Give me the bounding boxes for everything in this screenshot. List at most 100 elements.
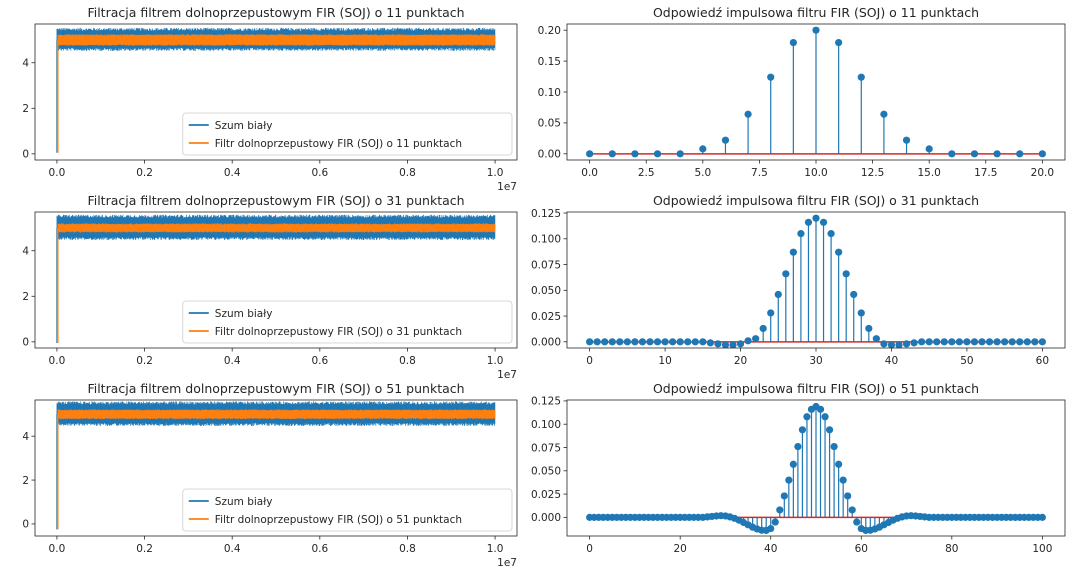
stem-marker	[902, 136, 911, 144]
x-tick-label: 0.6	[311, 543, 328, 555]
stem-marker	[842, 270, 850, 278]
x-tick-label: 50	[960, 355, 973, 367]
stem-marker	[880, 340, 888, 348]
stem-marker	[825, 426, 834, 434]
plot-area	[56, 214, 496, 343]
legend-label: Filtr dolnoprzepustowy FIR (SOJ) o 51 pu…	[215, 514, 462, 526]
stem-marker	[699, 145, 707, 153]
stem-marker	[835, 460, 843, 468]
chart-title: Odpowiedź impulsowa filtru FIR (SOJ) o 5…	[653, 381, 979, 396]
stem-marker	[608, 338, 616, 346]
stem-marker	[848, 506, 856, 514]
stem-marker	[593, 338, 601, 346]
x-tick-label: 0.0	[49, 167, 66, 179]
stem-marker	[933, 338, 941, 346]
stem-marker	[804, 218, 813, 226]
stem-marker	[752, 335, 760, 343]
y-tick-label: 0.15	[538, 56, 561, 68]
stem-marker	[819, 218, 828, 226]
stem-marker	[803, 413, 811, 421]
x-tick-label: 0	[586, 543, 593, 555]
x-tick-label: 0.0	[581, 167, 598, 179]
x-tick-label: 7.5	[751, 167, 768, 179]
x-tick-label: 0.6	[311, 355, 328, 367]
stem-marker	[1023, 338, 1031, 346]
x-tick-label: 30	[809, 355, 822, 367]
stem-marker	[1038, 150, 1046, 158]
axes-frame	[34, 211, 518, 349]
stem-marker	[970, 150, 979, 158]
y-tick-label: 0.20	[538, 25, 561, 37]
stem-marker	[774, 290, 782, 299]
stem-marker	[653, 150, 662, 158]
x-tick-label: 0.4	[224, 355, 241, 367]
chart-4: Odpowiedź impulsowa filtru FIR (SOJ) o 3…	[531, 193, 1066, 367]
x-tick-label: 1.0	[487, 355, 504, 367]
stem-marker	[1016, 338, 1024, 346]
stem-marker	[970, 338, 979, 346]
y-tick-label: 0.125	[531, 396, 561, 408]
y-tick-label: 0.075	[531, 259, 561, 271]
y-tick-label: 0.025	[531, 489, 561, 501]
stem-marker	[638, 338, 647, 346]
stem-marker	[1031, 338, 1039, 346]
y-tick-label: 0.125	[531, 208, 561, 220]
stem-marker	[586, 150, 594, 158]
stem-marker	[789, 38, 797, 47]
y-tick-label: 2	[22, 475, 29, 487]
stem-marker	[759, 324, 767, 333]
stem-marker	[850, 290, 858, 299]
legend: Szum biały Filtr dolnoprzepustowy FIR (SO…	[182, 300, 513, 344]
stem-marker	[993, 150, 1001, 158]
x-tick-label: 0.0	[49, 355, 66, 367]
plot-area	[586, 402, 1046, 535]
stem-marker	[767, 524, 775, 533]
chart-6: Odpowiedź impulsowa filtru FIR (SOJ) o 5…	[531, 381, 1066, 555]
stem-marker	[1008, 338, 1016, 346]
y-tick-label: 0.100	[531, 234, 561, 246]
stem-marker	[1038, 513, 1046, 521]
stem-marker	[782, 270, 790, 278]
legend-frame	[182, 112, 513, 156]
chart-3: Filtracja filtrem dolnoprzepustowym FIR …	[22, 193, 518, 381]
x-tick-label: 17.5	[974, 167, 997, 179]
stem-marker	[721, 341, 730, 348]
stem-marker	[646, 338, 654, 346]
x-tick-label: 1.0	[487, 167, 504, 179]
stem-marker	[767, 309, 775, 317]
stem-marker	[1001, 338, 1009, 346]
x-tick-label: 0.2	[136, 543, 153, 555]
stem-marker	[616, 338, 624, 346]
y-tick-label: 4	[22, 431, 29, 443]
chart-title: Odpowiedź impulsowa filtru FIR (SOJ) o 3…	[653, 193, 979, 208]
legend-label: Filtr dolnoprzepustowy FIR (SOJ) o 31 pu…	[215, 326, 462, 338]
stem-marker	[653, 338, 662, 346]
y-tick-label: 0	[22, 149, 29, 161]
x-tick-label: 20	[734, 355, 747, 367]
stem-marker	[676, 338, 684, 346]
stem-marker	[948, 150, 956, 158]
legend: Szum biały Filtr dolnoprzepustowy FIR (SO…	[182, 488, 513, 532]
axes-frame	[34, 399, 518, 537]
stem-marker	[925, 338, 933, 346]
x-tick-label: 0.4	[224, 167, 241, 179]
x-offset-label: 1e7	[497, 181, 517, 193]
stem-marker	[767, 73, 775, 81]
y-tick-label: 2	[22, 103, 29, 115]
stem-marker	[684, 338, 692, 346]
stem-marker	[985, 338, 994, 346]
x-tick-label: 100	[1032, 543, 1052, 555]
stem-marker	[895, 341, 903, 348]
stem-marker	[880, 110, 888, 118]
stem-marker	[978, 338, 986, 346]
x-tick-label: 10	[658, 355, 671, 367]
stem-marker	[798, 426, 807, 434]
stem-marker	[661, 338, 669, 346]
stem-marker	[714, 340, 722, 348]
legend-frame	[182, 300, 513, 344]
stem-marker	[902, 340, 911, 348]
y-tick-label: 4	[22, 58, 29, 70]
stem-marker	[797, 230, 805, 238]
y-tick-label: 0.050	[531, 466, 561, 478]
axes-frame	[34, 23, 518, 161]
